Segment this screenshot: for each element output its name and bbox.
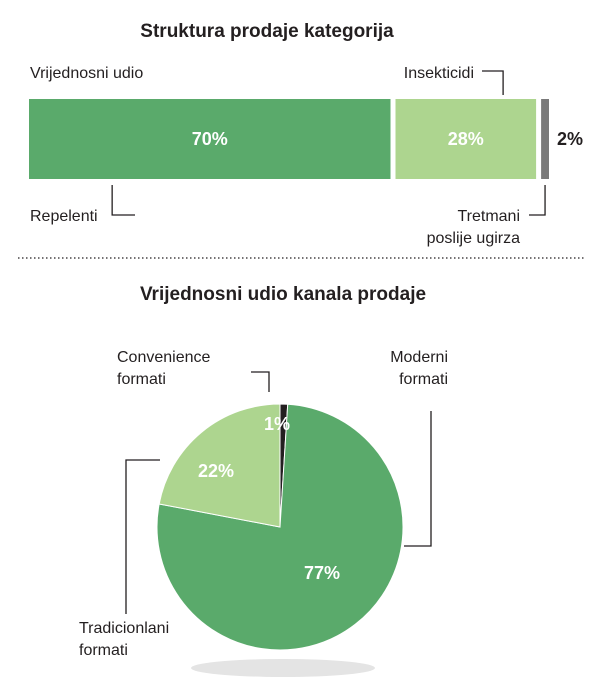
pie-value-label-convenience: 1% bbox=[264, 414, 290, 434]
bar-label-insekticidi: Insekticidi bbox=[404, 65, 474, 82]
leader-line-tretmani bbox=[529, 185, 546, 216]
bar-segment-tretmani bbox=[541, 99, 549, 179]
bar-label-repelenti: Repelenti bbox=[30, 208, 98, 225]
pie-shadow bbox=[191, 659, 375, 677]
bar-value-label-insekticidi: 28% bbox=[448, 129, 484, 149]
bar-value-label-tretmani: 2% bbox=[557, 129, 583, 149]
leader-line-repelenti bbox=[111, 185, 135, 216]
pie-slice-tradicionalni bbox=[158, 403, 281, 528]
pie-label-tradicionalni-line-2: formati bbox=[79, 642, 128, 659]
pie-slices: 1% 77% 22% bbox=[156, 403, 404, 651]
bar-segment-repelenti bbox=[29, 99, 391, 179]
pie-category-labels: Convenience formati Moderni formati Tradicio… bbox=[79, 349, 448, 659]
leader-line-tradicionalni bbox=[125, 459, 160, 614]
bar-chart-title: Struktura prodaje kategorija bbox=[140, 21, 394, 42]
pie-label-moderni-line-2: formati bbox=[399, 371, 448, 388]
bar-segment-insekticidi bbox=[395, 99, 537, 179]
bar-label-tretmani-line-2: poslije ugirza bbox=[427, 230, 520, 247]
pie-value-label-tradicionalni: 22% bbox=[198, 461, 234, 481]
pie-label-convenience-line-1: Convenience bbox=[117, 349, 211, 366]
pie-label-tradicionalni-line-1: Tradicionlani bbox=[79, 620, 169, 637]
pie-label-convenience-line-2: formati bbox=[117, 371, 166, 388]
pie-label-moderni-line-1: Moderni bbox=[390, 349, 448, 366]
pie-chart-title: Vrijednosni udio kanala prodaje bbox=[140, 284, 426, 305]
leader-line-moderni bbox=[404, 411, 432, 547]
bar-category-labels: Repelenti Insekticidi Tretmani poslije ugir… bbox=[30, 65, 546, 247]
leader-line-convenience bbox=[251, 371, 270, 392]
pie-value-label-moderni: 77% bbox=[304, 563, 340, 583]
bar-chart-subtitle: Vrijednosni udio bbox=[30, 65, 143, 82]
leader-line-insekticidi bbox=[482, 70, 504, 95]
bar-segments: 70% 28% 2% bbox=[29, 99, 583, 179]
bar-label-tretmani-line-1: Tretmani bbox=[457, 208, 520, 225]
bar-value-label-repelenti: 70% bbox=[192, 129, 228, 149]
